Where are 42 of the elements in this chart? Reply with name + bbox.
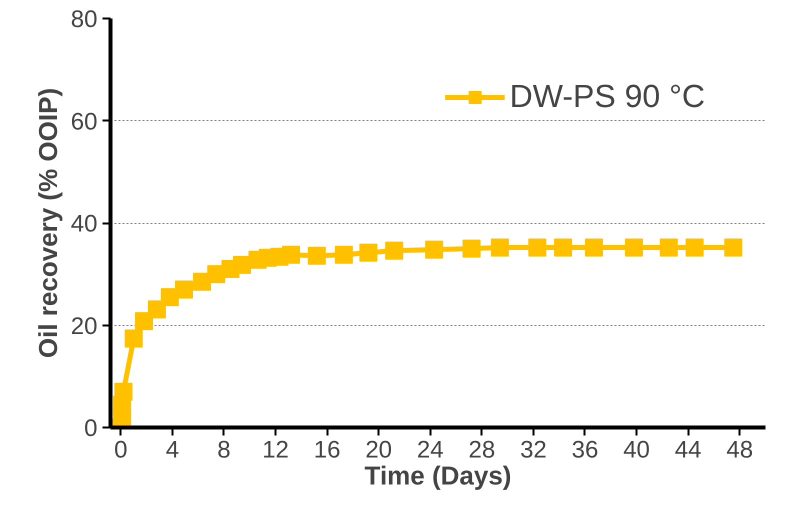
x-tick-label: 24	[416, 436, 444, 464]
x-tick-label: 48	[726, 436, 754, 464]
point	[425, 240, 444, 259]
x-tick-label: 44	[674, 436, 702, 464]
point	[490, 238, 509, 257]
x-tick-label: 16	[314, 436, 340, 464]
x-tick-label: 36	[572, 436, 598, 464]
x-tick-label: 32	[520, 436, 547, 464]
y-tick-label: 80	[70, 6, 98, 33]
point	[114, 382, 132, 401]
x-tick-label: 4	[166, 436, 180, 464]
y-tick-label: 20	[70, 312, 98, 340]
point	[233, 256, 252, 274]
point	[554, 238, 572, 257]
point	[585, 238, 604, 257]
point	[686, 238, 704, 257]
x-tick-label: 12	[262, 436, 289, 464]
y-tick-label: 60	[70, 108, 98, 136]
point	[148, 300, 166, 318]
x-axis-title: Time (Days)	[364, 460, 512, 490]
point	[124, 330, 143, 348]
point	[282, 246, 300, 264]
x-tick-label: 0	[114, 436, 128, 464]
x-tick-label: 20	[365, 436, 392, 464]
point	[385, 242, 404, 260]
point	[528, 238, 546, 257]
point	[724, 238, 742, 257]
legend-label: DW-PS 90 °C	[510, 78, 705, 115]
x-tick-label: 8	[217, 436, 231, 464]
y-axis-title: Oil recovery (% OOIP)	[32, 88, 63, 358]
point	[334, 246, 353, 264]
y-tick-label: 0	[84, 415, 98, 442]
point	[660, 238, 678, 257]
x-tick-label: 28	[468, 436, 496, 464]
point	[308, 246, 326, 265]
x-tick-label: 40	[623, 436, 650, 464]
y-tick-label: 40	[70, 210, 98, 238]
point	[174, 280, 193, 298]
point	[135, 312, 154, 330]
point	[462, 240, 481, 258]
point	[624, 238, 643, 257]
point	[359, 244, 378, 262]
